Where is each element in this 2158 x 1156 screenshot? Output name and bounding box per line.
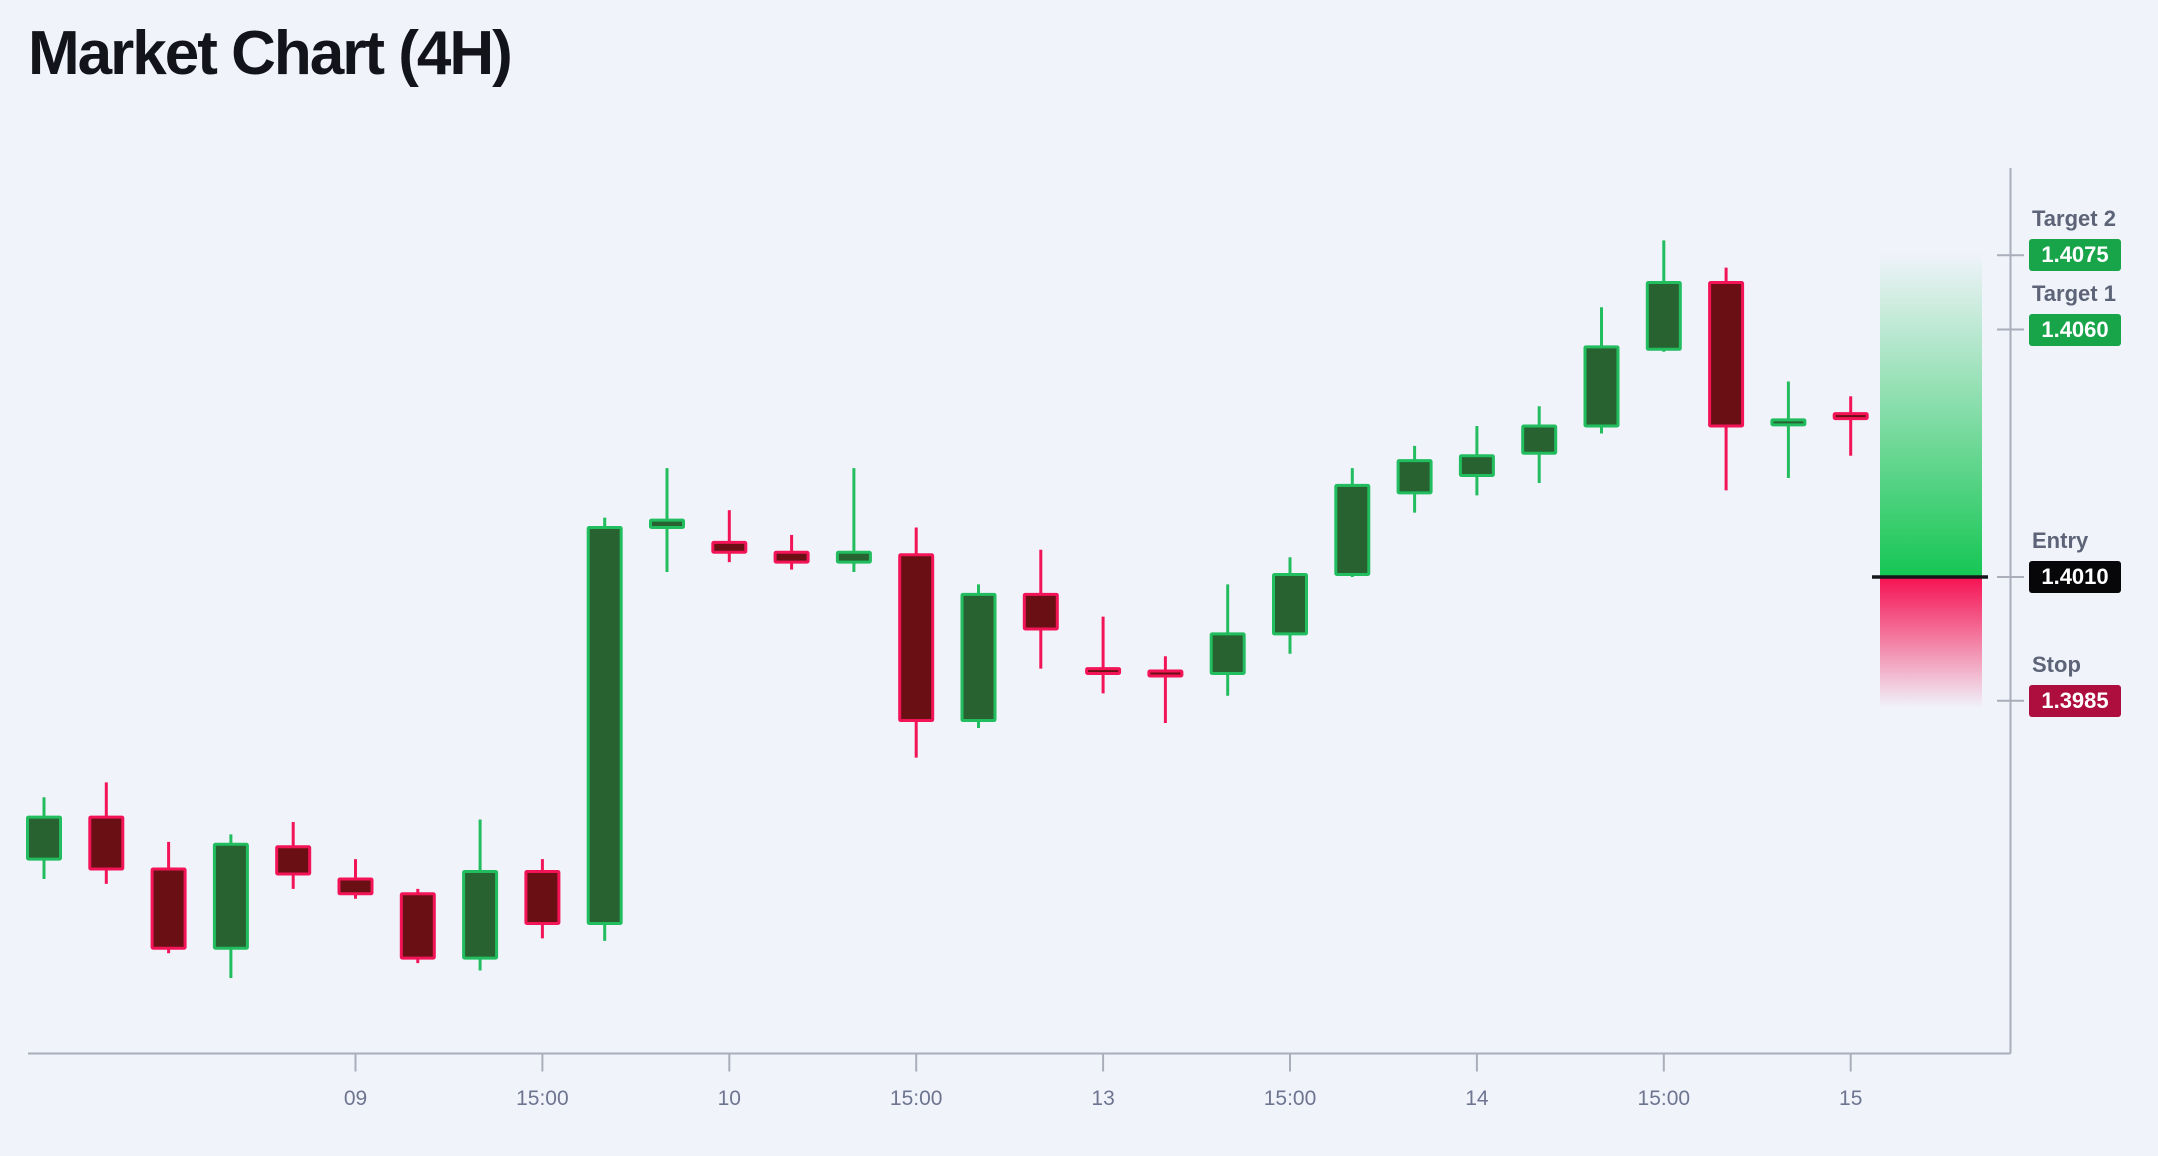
candle-down: [1832, 396, 1869, 456]
candle-up: [649, 468, 685, 573]
x-axis-tick-label: 15: [1839, 1087, 1862, 1110]
candle-down: [337, 859, 374, 899]
x-axis-tick-label: 15:00: [516, 1087, 569, 1110]
level-label-entry: Entry: [2032, 528, 2089, 553]
candle-up: [212, 834, 249, 978]
candle-up: [1770, 381, 1807, 478]
candle-up: [960, 584, 997, 728]
candle-up: [1521, 406, 1558, 483]
candle-down: [1147, 656, 1184, 724]
candle-up: [1583, 307, 1620, 434]
candle-up: [586, 517, 623, 941]
level-price-badge-target: 1.4075: [2029, 239, 2121, 272]
candle-up: [26, 797, 62, 879]
x-axis-tick-label: 14: [1465, 1087, 1489, 1110]
level-label-stop: Stop: [2032, 651, 2081, 677]
level-price-badge-entry: 1.4010: [2029, 561, 2121, 593]
x-axis-tick-label: 10: [718, 1087, 741, 1110]
candle-down: [898, 527, 935, 758]
candle-down: [275, 822, 312, 889]
candle-down: [773, 534, 810, 570]
x-axis-tick-label: 09: [344, 1087, 367, 1110]
candle-down: [1708, 267, 1745, 491]
candle-down: [1022, 549, 1059, 669]
level-price-badge-target: 1.4060: [2029, 313, 2121, 346]
candle-up: [1458, 426, 1495, 496]
x-axis-tick-label: 13: [1091, 1087, 1114, 1110]
candle-up: [1272, 557, 1308, 654]
candle-down: [1085, 616, 1122, 694]
candle-up: [1645, 240, 1682, 352]
level-price-badge-stop: 1.3985: [2029, 684, 2121, 717]
candle-down: [150, 841, 187, 954]
level-label-target: Target 2: [2032, 206, 2116, 232]
candle-down: [399, 888, 436, 964]
candle-up: [835, 468, 872, 573]
page-title: Market Chart (4H): [28, 19, 513, 88]
candle-down: [88, 782, 125, 884]
x-axis-tick-label: 15:00: [1638, 1087, 1691, 1110]
candle-up: [1334, 468, 1371, 577]
reward-zone-gradient: [1880, 252, 1982, 577]
candle-up: [462, 819, 499, 971]
candle-down: [711, 510, 748, 563]
candle-up: [1209, 584, 1246, 696]
x-axis-tick-label: 15:00: [890, 1087, 943, 1110]
candle-up: [1396, 445, 1433, 513]
candle-down: [524, 859, 561, 939]
risk-zone-gradient: [1880, 577, 1982, 709]
x-axis-tick-label: 15:00: [1264, 1087, 1317, 1110]
level-label-target: Target 1: [2032, 280, 2116, 306]
